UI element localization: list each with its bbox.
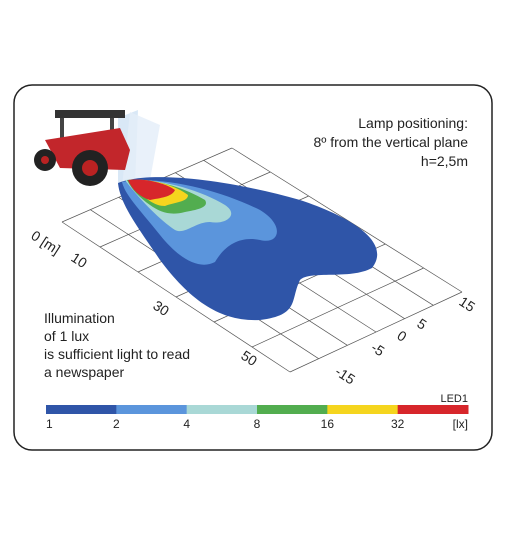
distance-label: 10 bbox=[68, 249, 90, 271]
distance-label: 50 bbox=[238, 347, 260, 369]
distance-label: 30 bbox=[150, 297, 172, 319]
scale-segment bbox=[397, 405, 469, 414]
tractor bbox=[34, 110, 130, 186]
scale-segment bbox=[46, 405, 117, 414]
note-line: is sufficient light to read bbox=[44, 346, 190, 362]
scale-label: 1 bbox=[46, 417, 53, 431]
contour bbox=[128, 179, 175, 200]
hub bbox=[82, 160, 98, 176]
lateral-label: 15 bbox=[456, 293, 478, 315]
grid-line bbox=[231, 147, 463, 293]
scale-label: 16 bbox=[321, 417, 335, 431]
scale-label: 8 bbox=[254, 417, 261, 431]
scale-segment bbox=[327, 405, 399, 414]
body bbox=[45, 128, 130, 170]
scale-unit: [lx] bbox=[453, 417, 468, 431]
light-distribution bbox=[118, 177, 378, 321]
note-line: of 1 lux bbox=[44, 328, 89, 344]
header-line: h=2,5m bbox=[421, 153, 468, 169]
note-line: a newspaper bbox=[44, 364, 125, 380]
header-line: Lamp positioning: bbox=[358, 115, 468, 131]
scale-segment bbox=[257, 405, 328, 414]
scale-label: 32 bbox=[391, 417, 405, 431]
scale-label: 4 bbox=[183, 417, 190, 431]
hub bbox=[41, 156, 49, 164]
header-line: 8º from the vertical plane bbox=[313, 134, 468, 150]
note-line: Illumination bbox=[44, 310, 115, 326]
color-scale: 1 2 4 8 16 32 bbox=[46, 405, 469, 431]
roof bbox=[55, 110, 125, 118]
light-beam bbox=[122, 112, 160, 186]
grid-line bbox=[61, 221, 291, 373]
scale-name: LED1 bbox=[440, 393, 468, 405]
scale-segment bbox=[116, 405, 188, 414]
pillar bbox=[60, 118, 64, 148]
scale-label: 2 bbox=[113, 417, 120, 431]
scale-segment bbox=[186, 405, 258, 414]
